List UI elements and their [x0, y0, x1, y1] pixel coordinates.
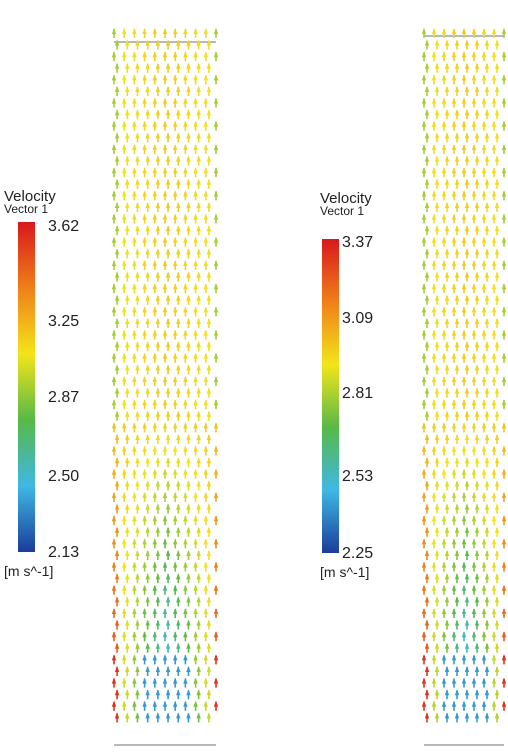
legend-subtitle: Vector 1 [4, 202, 49, 216]
legend-subtitle: Vector 1 [320, 204, 365, 218]
legend-title: Velocity [4, 188, 56, 205]
legend-unit: [m s^-1] [4, 563, 54, 579]
velocity-plot-left: Velocity Vector 1 3.62 3.25 2.87 2.50 2.… [4, 28, 219, 746]
tick-max: 3.37 [342, 234, 374, 251]
colorbar [18, 222, 35, 552]
tick-4: 2.53 [342, 468, 374, 485]
tick-min: 2.13 [48, 544, 80, 561]
tick-2: 3.25 [48, 313, 80, 330]
legend-title: Velocity [320, 190, 372, 207]
vector-field [421, 28, 507, 746]
tick-max: 3.62 [48, 218, 80, 235]
tick-3: 2.87 [48, 389, 80, 406]
velocity-plot-right: Velocity Vector 1 3.37 3.09 2.81 2.53 2.… [254, 0, 508, 752]
tick-2: 3.09 [342, 310, 374, 327]
legend-unit: [m s^-1] [320, 564, 370, 580]
tick-4: 2.50 [48, 468, 80, 485]
tick-3: 2.81 [342, 385, 374, 402]
colorbar [322, 239, 339, 553]
tick-min: 2.25 [342, 545, 374, 562]
vector-field [111, 28, 219, 746]
